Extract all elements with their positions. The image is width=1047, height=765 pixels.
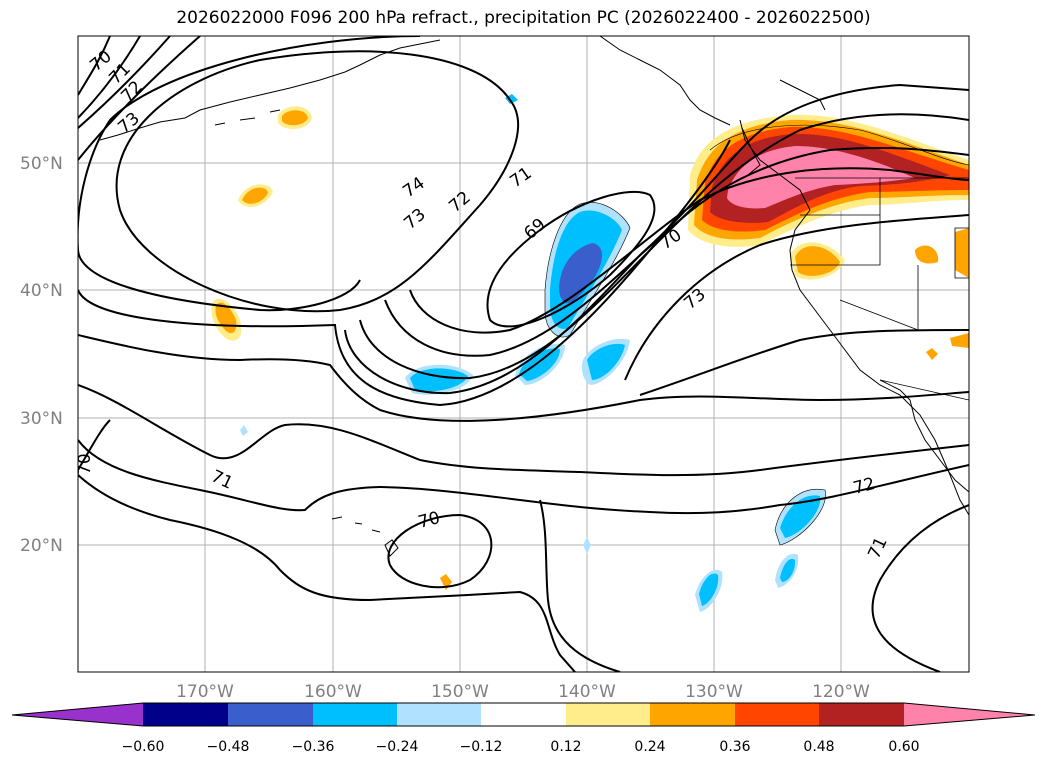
colorbar-segment — [143, 703, 228, 726]
lon-label: 130°W — [685, 682, 743, 702]
colorbar-tick-label: −0.12 — [460, 739, 503, 755]
contour-label: 70 — [75, 453, 95, 475]
colorbar-tick-label: −0.48 — [207, 739, 250, 755]
borders — [790, 177, 969, 401]
colorbar-extend-left — [12, 703, 143, 726]
lat-label: 40°N — [20, 281, 63, 301]
lon-label: 150°W — [431, 682, 489, 702]
map-border — [77, 35, 970, 673]
colorbar-tick-label: −0.60 — [122, 739, 165, 755]
colorbar-segment — [735, 703, 819, 726]
colorbar-extend-right — [904, 703, 1035, 726]
lon-label: 120°W — [812, 682, 870, 702]
shading-outlines — [544, 124, 969, 546]
colorbar-tick-label: 0.36 — [719, 739, 750, 755]
lon-label: 140°W — [558, 682, 616, 702]
colorbar-segment — [819, 703, 904, 726]
negative-anomaly-shading — [240, 94, 826, 612]
map-title: 2026022000 F096 200 hPa refract., precip… — [176, 8, 871, 28]
colorbar: −0.60 −0.48 −0.36 −0.24 −0.12 0.12 0.24 … — [11, 702, 1036, 755]
colorbar-segment — [481, 703, 566, 726]
lat-label: 20°N — [20, 536, 63, 556]
lat-label: 30°N — [20, 409, 63, 429]
latitude-labels: 50°N 40°N 30°N 20°N — [20, 154, 63, 556]
lat-label: 50°N — [20, 154, 63, 174]
colorbar-tick-label: 0.60 — [888, 739, 919, 755]
colorbar-segment — [397, 703, 481, 726]
lon-label: 170°W — [176, 682, 234, 702]
colorbar-ticks: −0.60 −0.48 −0.36 −0.24 −0.12 0.12 0.24 … — [122, 739, 920, 755]
colorbar-segment — [566, 703, 650, 726]
refractivity-contours — [78, 36, 969, 672]
colorbar-tick-label: −0.36 — [292, 739, 335, 755]
colorbar-tick-label: −0.24 — [376, 739, 419, 755]
colorbar-tick-label: 0.24 — [634, 739, 665, 755]
coastlines — [99, 36, 969, 557]
longitude-labels: 170°W 160°W 150°W 140°W 130°W 120°W — [176, 682, 870, 702]
lon-label: 160°W — [304, 682, 362, 702]
colorbar-segment — [650, 703, 735, 726]
colorbar-segment — [313, 703, 397, 726]
colorbar-tick-label: 0.48 — [803, 739, 834, 755]
colorbar-tick-label: 0.12 — [550, 739, 581, 755]
colorbar-segment — [228, 703, 313, 726]
